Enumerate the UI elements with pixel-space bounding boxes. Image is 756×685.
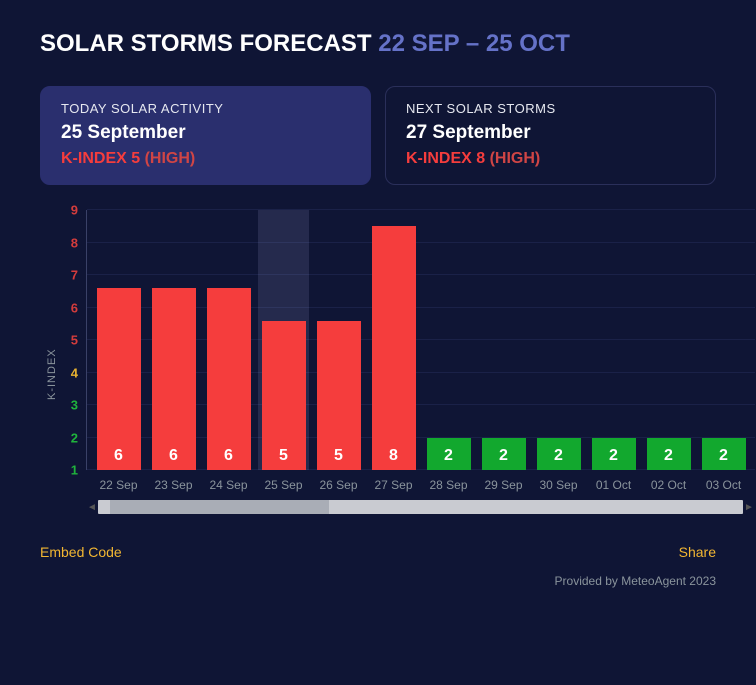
bar-value-label: 2 [444, 447, 453, 470]
bar-value-label: 2 [499, 447, 508, 470]
bar-column[interactable]: 229 Sep [476, 210, 531, 470]
x-tick-label: 02 Oct [641, 472, 696, 492]
bar-column[interactable]: 230 Sep [531, 210, 586, 470]
bar-column[interactable]: 526 Sep [311, 210, 366, 470]
scroll-right-icon[interactable]: ► [743, 500, 755, 514]
bar-column[interactable]: 623 Sep [146, 210, 201, 470]
card-today-date: 25 September [61, 122, 350, 144]
y-tick: 5 [58, 333, 78, 348]
x-tick-label: 03 Oct [696, 472, 751, 492]
scroll-track[interactable] [98, 500, 743, 514]
bars-container: 622 Sep623 Sep624 Sep525 Sep526 Sep827 S… [87, 210, 755, 470]
bar-value-label: 6 [224, 447, 233, 470]
bar-column[interactable]: 622 Sep [91, 210, 146, 470]
x-tick-label: 24 Sep [201, 472, 256, 492]
summary-cards: TODAY SOLAR ACTIVITY 25 September K-INDE… [40, 86, 716, 185]
bar: 2 [482, 438, 526, 471]
page-title: SOLAR STORMS FORECAST 22 SEP – 25 OCT [40, 30, 716, 58]
bar-column[interactable]: 228 Sep [421, 210, 476, 470]
card-today-heading: TODAY SOLAR ACTIVITY [61, 101, 350, 116]
x-tick-label: 29 Sep [476, 472, 531, 492]
y-tick: 2 [58, 430, 78, 445]
y-tick: 3 [58, 398, 78, 413]
bar: 6 [97, 288, 141, 470]
title-date-range: 22 SEP – 25 OCT [378, 30, 570, 57]
bar-value-label: 2 [554, 447, 563, 470]
embed-code-link[interactable]: Embed Code [40, 544, 122, 560]
x-tick-label: 23 Sep [146, 472, 201, 492]
y-axis-ticks: 987654321 [58, 210, 86, 470]
bar: 6 [152, 288, 196, 470]
chart: K-INDEX 987654321 622 Sep623 Sep624 Sep5… [40, 210, 716, 514]
bar: 8 [372, 226, 416, 470]
card-today[interactable]: TODAY SOLAR ACTIVITY 25 September K-INDE… [40, 86, 371, 185]
plot-area: 622 Sep623 Sep624 Sep525 Sep526 Sep827 S… [86, 210, 755, 470]
bar-value-label: 2 [609, 447, 618, 470]
x-tick-label: 30 Sep [531, 472, 586, 492]
card-next[interactable]: NEXT SOLAR STORMS 27 September K-INDEX 8… [385, 86, 716, 185]
bar-column[interactable]: 827 Sep [366, 210, 421, 470]
y-tick: 1 [58, 463, 78, 478]
scroll-left-icon[interactable]: ◄ [86, 500, 98, 514]
bar: 2 [592, 438, 636, 471]
x-tick-label: 22 Sep [91, 472, 146, 492]
x-tick-label: 27 Sep [366, 472, 421, 492]
y-tick: 7 [58, 268, 78, 283]
bar: 2 [537, 438, 581, 471]
bar-column[interactable]: 201 Oct [586, 210, 641, 470]
footer-links: Embed Code Share [40, 544, 716, 560]
bar-column[interactable]: 203 Oct [696, 210, 751, 470]
bar: 6 [207, 288, 251, 470]
y-axis-title: K-INDEX [40, 214, 58, 514]
share-link[interactable]: Share [679, 544, 716, 560]
bar: 5 [262, 321, 306, 471]
y-tick: 8 [58, 235, 78, 250]
x-tick-label: 26 Sep [311, 472, 366, 492]
scroll-thumb[interactable] [110, 500, 329, 514]
x-tick-label: 25 Sep [256, 472, 311, 492]
card-today-kindex: K-INDEX 5 (HIGH) [61, 150, 350, 168]
title-main: SOLAR STORMS FORECAST [40, 30, 372, 57]
bar: 2 [427, 438, 471, 471]
card-next-kindex: K-INDEX 8 (HIGH) [406, 150, 695, 168]
y-tick: 4 [58, 365, 78, 380]
bar-column[interactable]: 624 Sep [201, 210, 256, 470]
bar-column[interactable]: 525 Sep [256, 210, 311, 470]
bar: 2 [647, 438, 691, 471]
bar: 5 [317, 321, 361, 471]
bar-value-label: 2 [664, 447, 673, 470]
card-next-date: 27 September [406, 122, 695, 144]
x-tick-label: 01 Oct [586, 472, 641, 492]
bar-value-label: 6 [169, 447, 178, 470]
bar-value-label: 2 [719, 447, 728, 470]
y-tick: 6 [58, 300, 78, 315]
x-tick-label: 28 Sep [421, 472, 476, 492]
attribution: Provided by MeteoAgent 2023 [40, 574, 716, 588]
y-tick: 9 [58, 203, 78, 218]
bar-value-label: 6 [114, 447, 123, 470]
bar-value-label: 5 [334, 447, 343, 470]
bar-column[interactable]: 202 Oct [641, 210, 696, 470]
bar: 2 [702, 438, 746, 471]
card-next-heading: NEXT SOLAR STORMS [406, 101, 695, 116]
chart-scrollbar[interactable]: ◄ ► [58, 500, 755, 514]
bar-value-label: 8 [389, 447, 398, 470]
bar-value-label: 5 [279, 447, 288, 470]
